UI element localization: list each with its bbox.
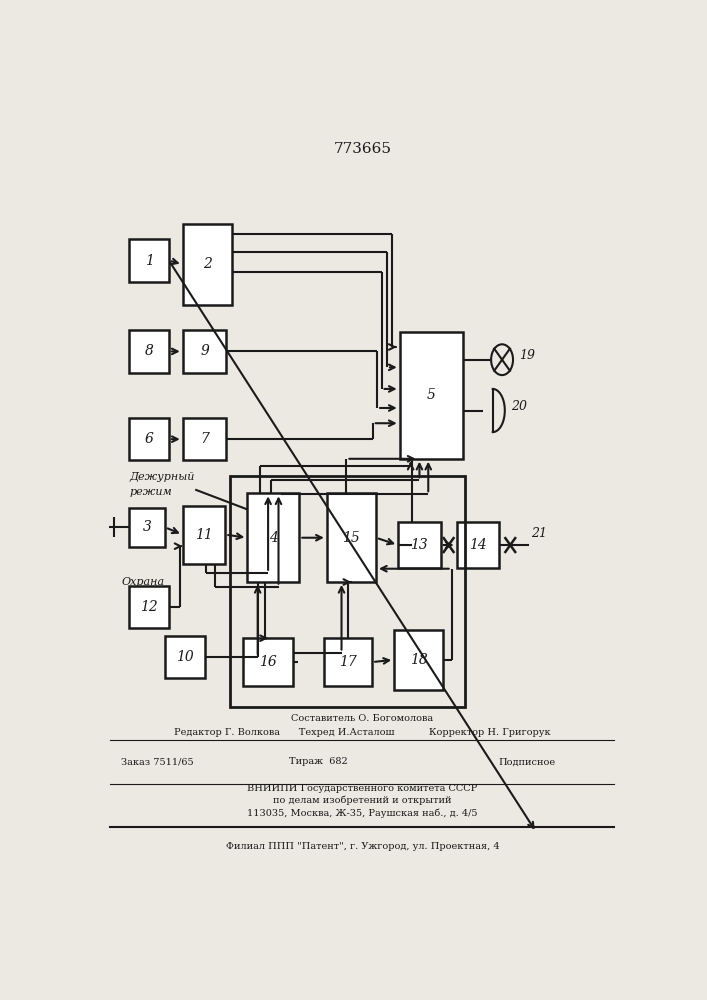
Bar: [182, 224, 232, 305]
Bar: [399, 332, 462, 459]
Bar: [182, 418, 226, 460]
Bar: [182, 506, 226, 564]
Text: 15: 15: [342, 531, 361, 545]
Bar: [398, 522, 440, 568]
Text: 4: 4: [269, 531, 278, 545]
Text: 11: 11: [195, 528, 213, 542]
Text: Филиал ППП "Патент", г. Ужгород, ул. Проектная, 4: Филиал ППП "Патент", г. Ужгород, ул. Про…: [226, 842, 499, 851]
Bar: [243, 638, 293, 686]
Text: 13: 13: [411, 538, 428, 552]
Bar: [165, 636, 204, 678]
Bar: [182, 330, 226, 373]
Text: 12: 12: [140, 600, 158, 614]
Bar: [457, 522, 499, 568]
Text: режим: режим: [129, 487, 173, 497]
Text: 6: 6: [145, 432, 153, 446]
Text: ВНИИПИ Государственного комитета СССР: ВНИИПИ Государственного комитета СССР: [247, 784, 477, 793]
Text: 19: 19: [520, 349, 536, 362]
Text: 7: 7: [200, 432, 209, 446]
Text: 16: 16: [259, 655, 277, 669]
Text: Редактор Г. Волкова      Техред И.Асталош           Корректор Н. Григорук: Редактор Г. Волкова Техред И.Асталош Кор…: [174, 728, 551, 737]
Text: 2: 2: [203, 257, 211, 271]
Bar: [129, 239, 169, 282]
Text: 1: 1: [145, 254, 153, 268]
Bar: [324, 638, 372, 686]
Bar: [129, 418, 169, 460]
Text: 773665: 773665: [333, 142, 392, 156]
Text: 18: 18: [410, 653, 428, 667]
Text: 17: 17: [339, 655, 357, 669]
Bar: [247, 493, 299, 582]
Text: 10: 10: [176, 650, 194, 664]
Text: Тираж  682: Тираж 682: [289, 757, 348, 766]
Bar: [230, 476, 465, 707]
Text: Составитель О. Богомолова: Составитель О. Богомолова: [291, 714, 433, 723]
Text: Дежурный: Дежурный: [129, 472, 195, 482]
Text: 14: 14: [469, 538, 487, 552]
Bar: [327, 493, 376, 582]
Bar: [394, 630, 443, 690]
Text: 20: 20: [511, 400, 527, 413]
Bar: [129, 508, 165, 547]
Text: Заказ 7511/65: Заказ 7511/65: [122, 757, 194, 766]
Text: 21: 21: [530, 527, 547, 540]
Text: 5: 5: [426, 388, 436, 402]
Text: 8: 8: [145, 344, 153, 358]
Text: Подписное: Подписное: [498, 757, 555, 766]
Text: 3: 3: [143, 520, 152, 534]
Text: 9: 9: [200, 344, 209, 358]
Text: по делам изобретений и открытий: по делам изобретений и открытий: [273, 796, 452, 805]
Text: 113035, Москва, Ж-35, Раушская наб., д. 4/5: 113035, Москва, Ж-35, Раушская наб., д. …: [247, 808, 478, 818]
Bar: [129, 330, 169, 373]
Text: Охрана: Охрана: [122, 577, 164, 587]
Bar: [129, 586, 169, 628]
